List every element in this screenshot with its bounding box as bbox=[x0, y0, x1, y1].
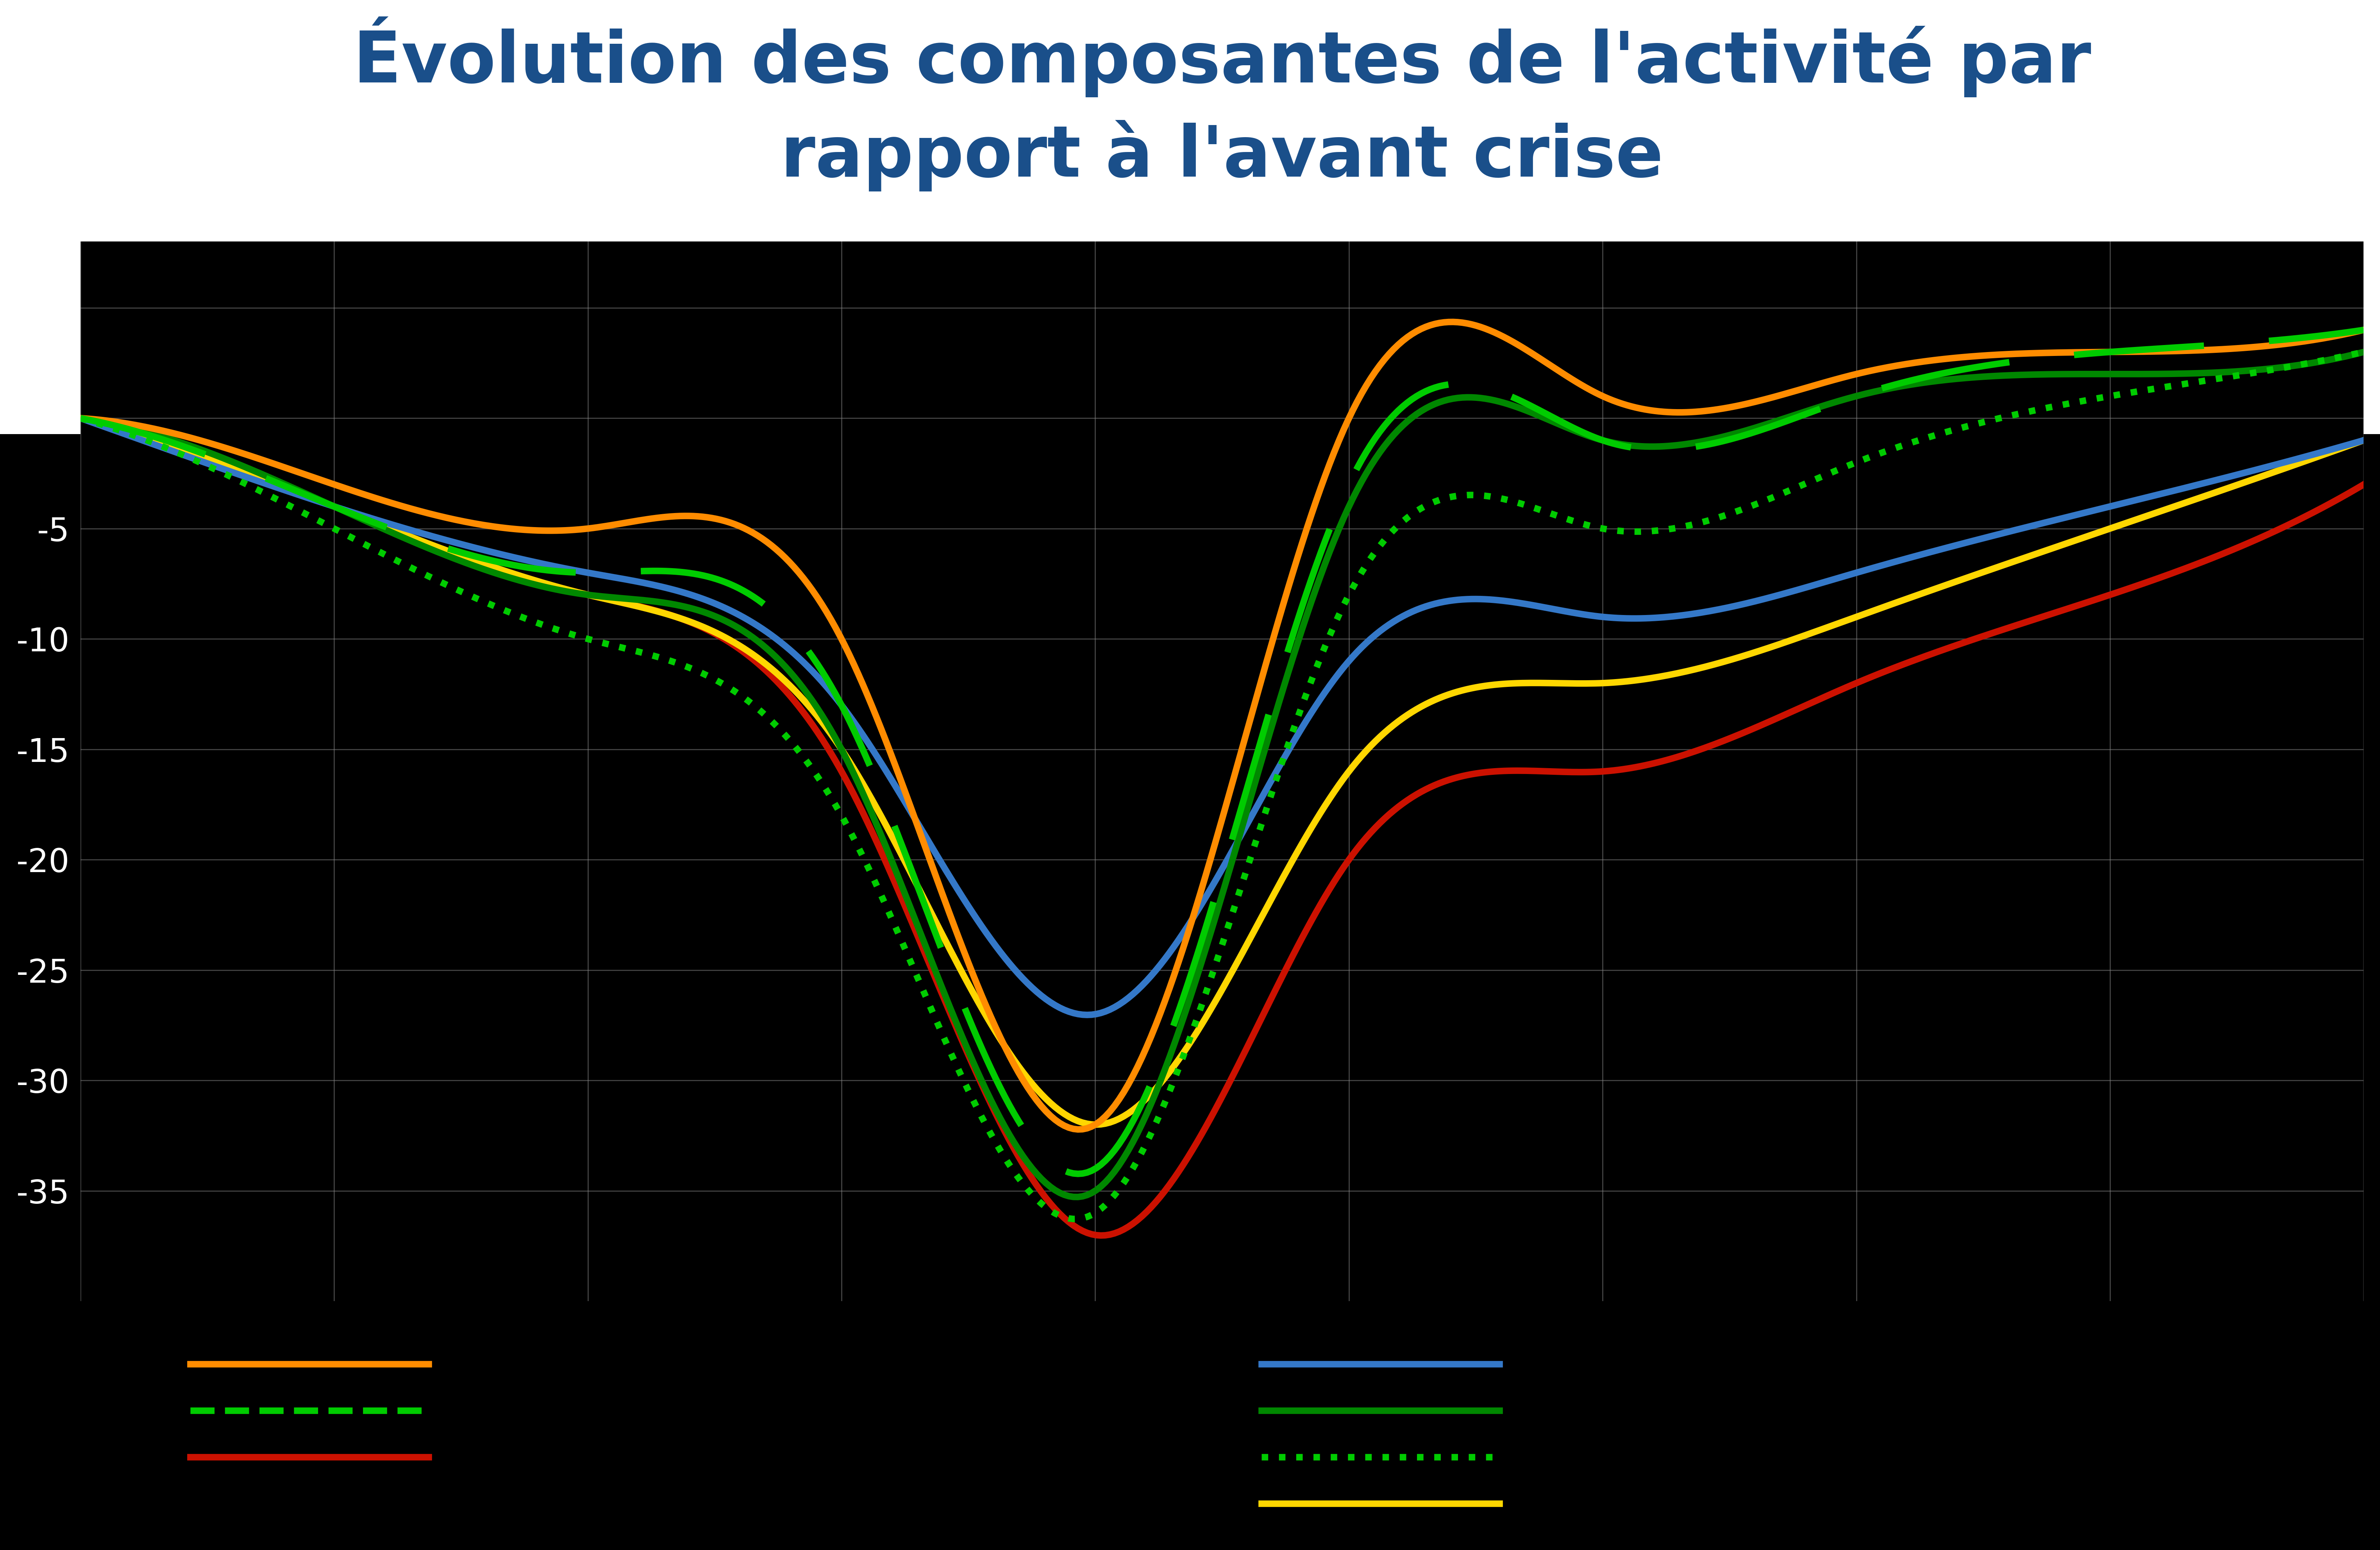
Title: Évolution des composantes de l'activité par
rapport à l'avant crise: Évolution des composantes de l'activité … bbox=[352, 17, 2092, 191]
